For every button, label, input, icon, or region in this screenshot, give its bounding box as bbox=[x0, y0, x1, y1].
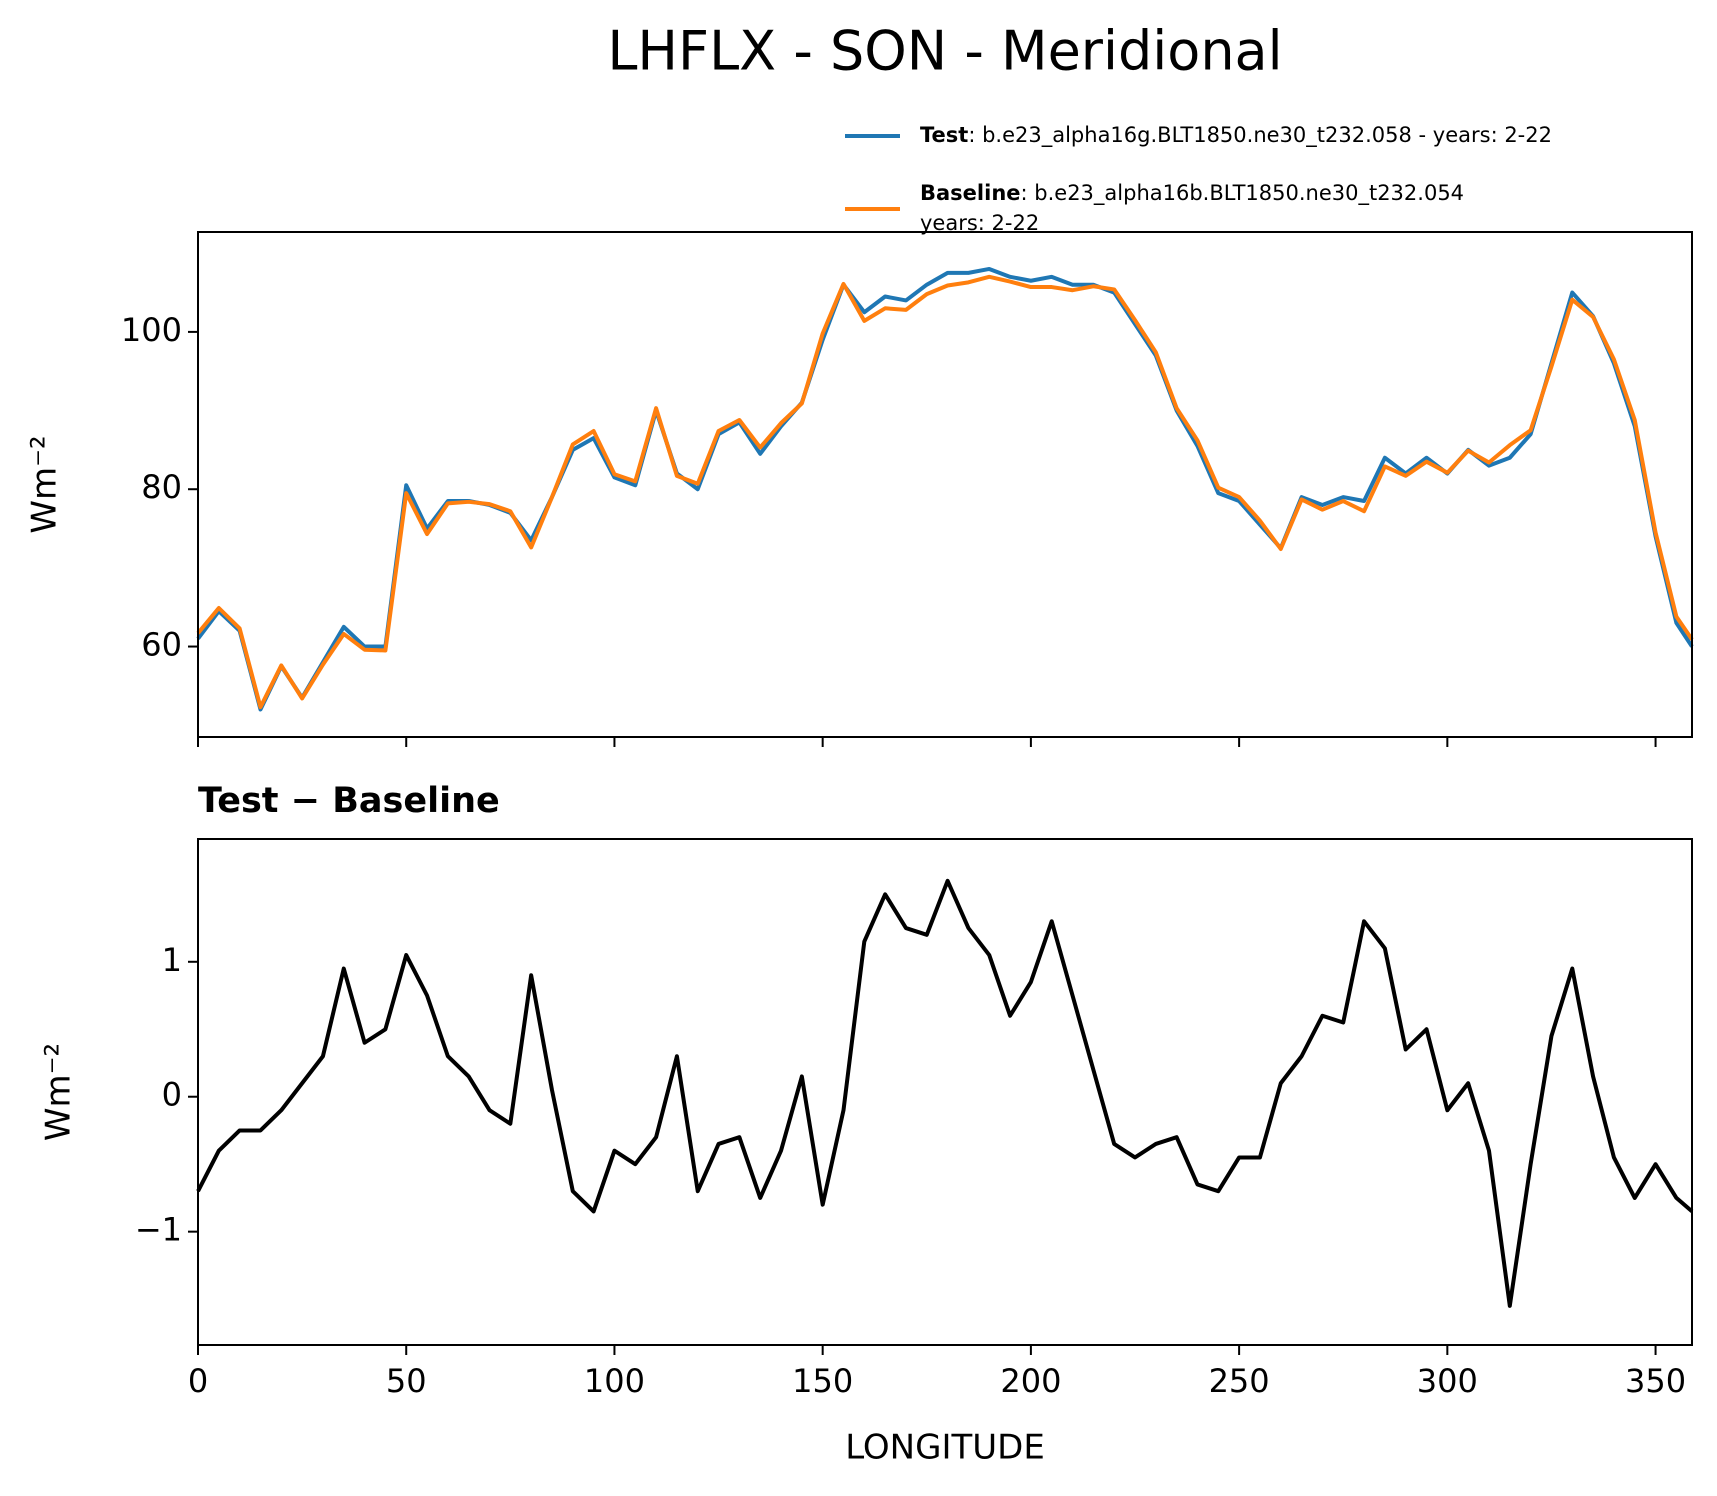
y-tick-label: 80 bbox=[141, 468, 182, 506]
panel-title: Test − Baseline bbox=[198, 781, 500, 821]
legend-name: Baseline bbox=[920, 181, 1021, 205]
x-tick-label: 0 bbox=[188, 1362, 208, 1400]
series-line bbox=[196, 266, 1694, 712]
y-tick-label: 1 bbox=[162, 941, 182, 979]
legend-description: years: 2-22 bbox=[920, 211, 1039, 235]
y-axis-label: Wm⁻² bbox=[39, 1043, 79, 1141]
plot-frame bbox=[197, 231, 1693, 738]
x-tick-label: 100 bbox=[584, 1362, 645, 1400]
legend-label: Test: b.e23_alpha16g.BLT1850.ne30_t232.0… bbox=[920, 123, 1552, 148]
legend-description: : b.e23_alpha16g.BLT1850.ne30_t232.058 -… bbox=[968, 123, 1552, 148]
y-axis-label: Wm⁻² bbox=[25, 435, 65, 533]
y-tick-label: −1 bbox=[135, 1211, 182, 1249]
x-axis-label: LONGITUDE bbox=[845, 1428, 1045, 1468]
legend-description: : b.e23_alpha16b.BLT1850.ne30_t232.054 bbox=[1021, 181, 1465, 206]
figure-title: LHFLX - SON - Meridional bbox=[607, 20, 1282, 83]
legend-name: Test bbox=[920, 123, 968, 147]
x-tick-label: 250 bbox=[1209, 1362, 1270, 1400]
y-tick-label: 0 bbox=[162, 1076, 182, 1114]
series-line bbox=[196, 274, 1694, 710]
series-line bbox=[196, 878, 1694, 1308]
y-tick-label: 100 bbox=[121, 311, 182, 349]
x-tick-label: 150 bbox=[792, 1362, 853, 1400]
legend-label: Baseline: b.e23_alpha16b.BLT1850.ne30_t2… bbox=[920, 181, 1464, 206]
legend-label: years: 2-22 bbox=[920, 211, 1039, 235]
x-tick-label: 50 bbox=[386, 1362, 427, 1400]
y-tick-label: 60 bbox=[141, 626, 182, 664]
x-tick-label: 300 bbox=[1417, 1362, 1478, 1400]
x-tick-label: 200 bbox=[1000, 1362, 1061, 1400]
plot-frame bbox=[197, 838, 1693, 1346]
x-tick-label: 350 bbox=[1625, 1362, 1686, 1400]
